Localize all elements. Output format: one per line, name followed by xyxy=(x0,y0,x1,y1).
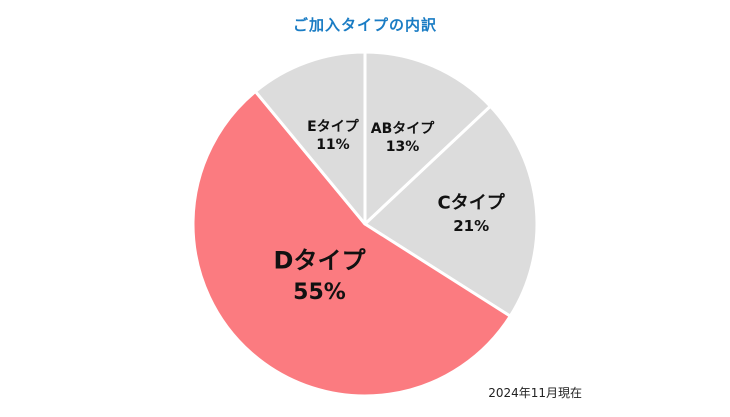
slice-label: Dタイプ xyxy=(274,247,367,275)
slice-value-label: 21% xyxy=(453,217,489,235)
slice-value-label: 11% xyxy=(316,137,350,153)
pie-slice xyxy=(253,50,367,226)
as-of-note: 2024年11月現在 xyxy=(488,386,582,400)
slice-label: Cタイプ xyxy=(438,191,506,213)
pie-slice xyxy=(363,104,539,318)
chart-title: ご加入タイプの内訳 xyxy=(292,16,437,34)
slice-label: ABタイプ xyxy=(371,121,436,137)
slice-value-label: 13% xyxy=(386,139,420,155)
pie-slice xyxy=(363,50,492,226)
pie-slice xyxy=(191,89,512,398)
slice-value-label: 55% xyxy=(293,280,346,305)
slice-label: Eタイプ xyxy=(307,119,360,135)
